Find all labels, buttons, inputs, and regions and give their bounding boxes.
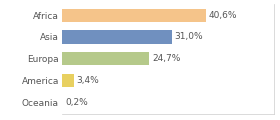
Bar [62,9,206,22]
Text: 3,4%: 3,4% [76,76,99,85]
Text: 40,6%: 40,6% [208,11,237,20]
Bar [62,74,74,87]
Bar [62,30,172,44]
Text: 24,7%: 24,7% [152,54,180,63]
Bar [62,52,149,65]
Text: 0,2%: 0,2% [65,98,88,107]
Text: 31,0%: 31,0% [174,33,203,42]
